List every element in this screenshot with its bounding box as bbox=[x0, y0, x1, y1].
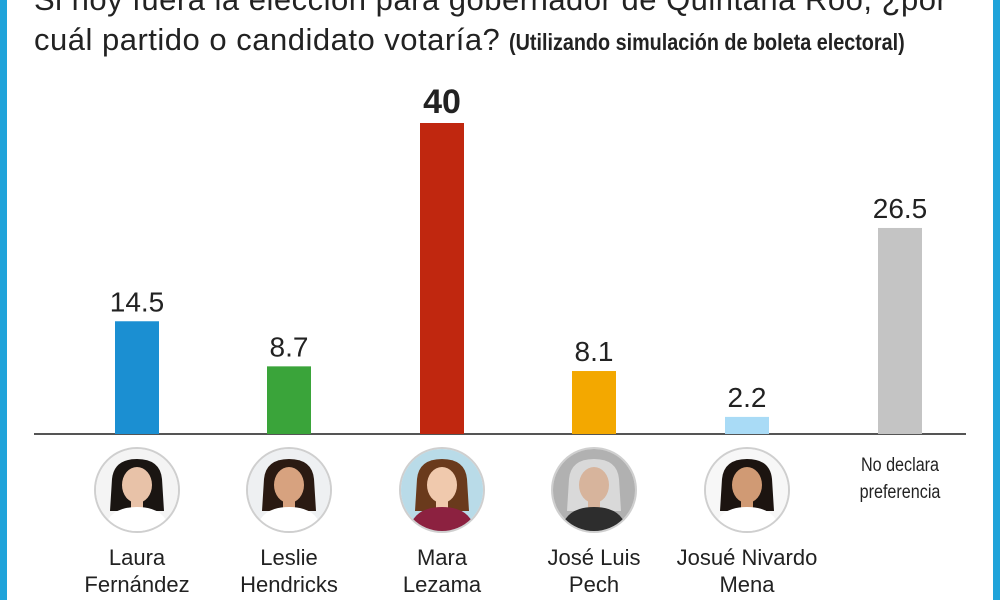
category-label-2: Mara Lezama bbox=[402, 545, 482, 597]
bar-3 bbox=[572, 371, 616, 434]
bar-value-label-5: 26.5 bbox=[873, 193, 928, 224]
bar-value-label-4: 2.2 bbox=[728, 382, 767, 413]
bar-value-label-1: 8.7 bbox=[270, 331, 309, 362]
portrait-icon bbox=[399, 447, 485, 533]
category-label-3: José Luis Pech bbox=[547, 545, 641, 597]
portrait-icon bbox=[246, 447, 332, 533]
chart-title-subtitle: (Utilizando simulación de boleta elector… bbox=[509, 29, 906, 55]
bar-2 bbox=[420, 123, 464, 434]
bar-value-label-3: 8.1 bbox=[575, 336, 614, 367]
frame-right-border bbox=[993, 0, 1000, 600]
bar-value-label-2: 40 bbox=[423, 83, 461, 121]
portrait-icon bbox=[704, 447, 790, 533]
category-label-4: Josué Nivardo Mena bbox=[676, 545, 818, 597]
portrait-icon bbox=[94, 447, 180, 533]
bar-value-label-0: 14.5 bbox=[110, 286, 165, 317]
chart-title: Si hoy fuera la elección para gobernador… bbox=[34, 0, 974, 62]
category-label-0: Laura Fernández bbox=[84, 545, 190, 597]
category-label-1: Leslie Hendricks bbox=[240, 545, 338, 597]
bar-5 bbox=[878, 227, 922, 434]
bar-1 bbox=[267, 366, 311, 434]
portrait-icon bbox=[551, 447, 637, 533]
category-label-5: No declara preferencia bbox=[859, 455, 941, 503]
bar-0 bbox=[115, 321, 159, 434]
bar-4 bbox=[725, 416, 769, 434]
chart-title-main: Si hoy fuera la elección para gobernador… bbox=[34, 0, 947, 57]
frame-left-border bbox=[0, 0, 7, 600]
